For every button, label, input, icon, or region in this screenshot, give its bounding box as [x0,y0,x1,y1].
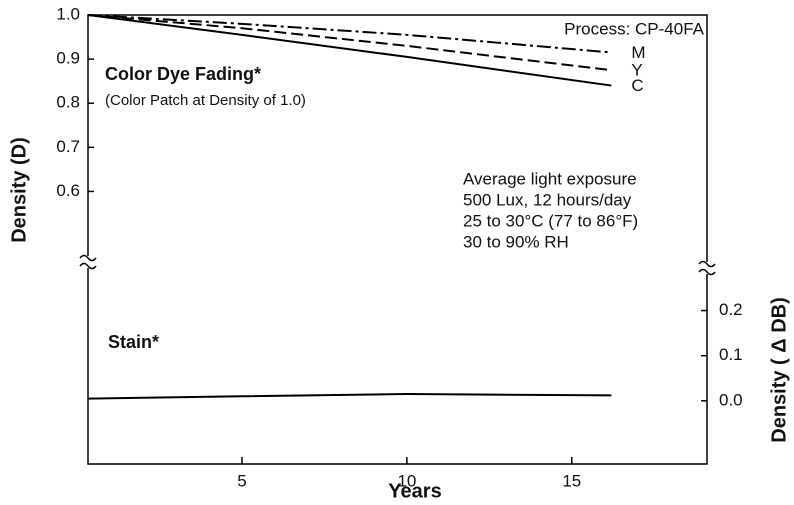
series-line [87,393,612,400]
annotation: 30 to 90% RH [463,232,569,251]
legend-label: M [631,43,645,62]
series-line [87,14,612,72]
y2-tick-label: 0.0 [719,390,743,409]
y2-axis-label: Density ( Δ DB) [768,297,790,443]
annotation: Color Dye Fading* [105,64,261,84]
annotation: (Color Patch at Density of 1.0) [105,92,306,109]
y-tick-label: 0.6 [56,181,80,200]
axis-break-gap [80,256,96,268]
axis-break [698,260,716,276]
axis-break-gap [699,262,715,274]
axis-break [79,254,97,270]
annotation: Average light exposure [463,169,637,188]
annotation: Stain* [108,332,159,352]
x-tick-label: 10 [397,471,416,490]
y-tick-label: 0.7 [56,137,80,156]
series-line [87,14,612,54]
y-tick-label: 1.0 [56,4,80,23]
x-tick-label: 5 [237,471,246,490]
y-axis-label: Density (D) [8,137,30,243]
annotation: 25 to 30°C (77 to 86°F) [463,211,638,230]
x-axis-label: Years [388,480,441,502]
legend-label: C [631,76,643,95]
x-tick-label: 15 [562,471,581,490]
annotation: 500 Lux, 12 hours/day [463,190,632,209]
legend-label: Y [631,61,642,80]
plot-frame [87,14,708,465]
y-tick-label: 0.9 [56,49,80,68]
y-tick-label: 0.8 [56,93,80,112]
series-line [87,14,612,87]
y2-tick-label: 0.1 [719,345,743,364]
annotation: Process: CP-40FA [564,19,704,38]
y2-tick-label: 0.2 [719,300,743,319]
